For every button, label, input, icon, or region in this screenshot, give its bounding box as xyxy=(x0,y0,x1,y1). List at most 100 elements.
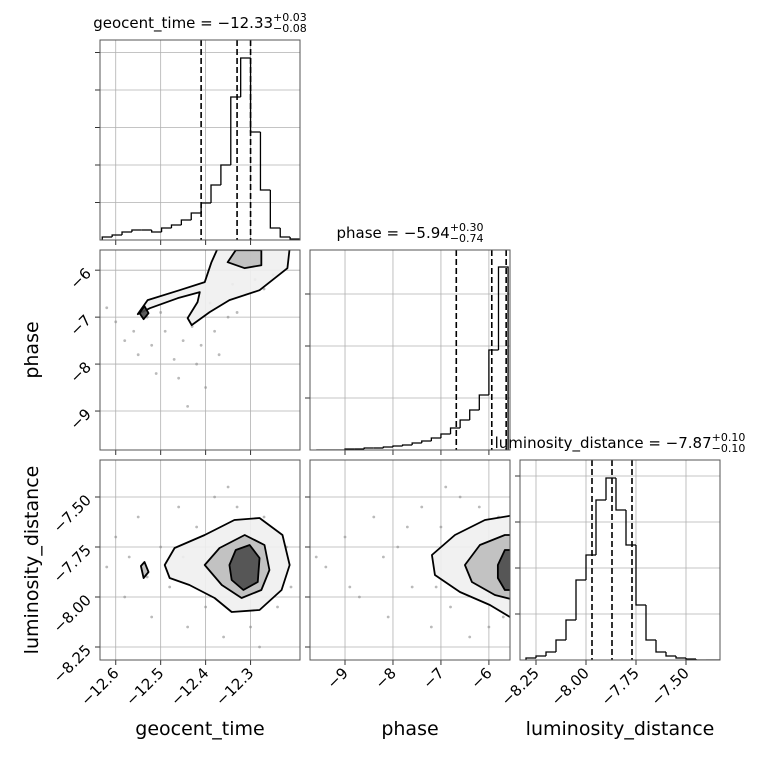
title-text: luminosity_distance = −7.87 xyxy=(495,434,712,453)
sample-point xyxy=(150,615,154,619)
histogram-bin xyxy=(111,234,123,237)
histogram-bin xyxy=(585,554,596,580)
plot-area xyxy=(316,250,509,450)
panel: −9 −8 −7 −6 phase xyxy=(21,249,301,455)
sample-point xyxy=(154,372,158,375)
histogram-bin xyxy=(497,266,509,450)
histogram-bin xyxy=(459,419,470,428)
panel: −9 −8 −7 −6 phase xyxy=(305,459,511,740)
histogram-bin xyxy=(220,164,231,185)
sample-point xyxy=(381,555,385,559)
title-lower: −0.08 xyxy=(273,22,307,35)
sample-point xyxy=(213,495,217,499)
sample-point xyxy=(324,565,328,569)
y-tick-label: −8.25 xyxy=(50,641,95,686)
histogram-bin xyxy=(565,619,576,640)
sample-point xyxy=(204,386,208,389)
histogram-bin xyxy=(665,652,676,657)
sample-point xyxy=(150,343,154,347)
contour xyxy=(226,250,263,270)
histogram-bin xyxy=(170,224,182,228)
sample-point xyxy=(145,575,149,579)
histogram-bin xyxy=(249,58,261,133)
sample-point xyxy=(249,625,252,629)
histogram-bin xyxy=(382,446,393,448)
histogram-bin xyxy=(279,228,291,238)
panel-frame xyxy=(99,39,301,241)
sample-point xyxy=(195,362,199,366)
histogram-bin xyxy=(430,437,441,441)
histogram-bin xyxy=(449,427,461,434)
title-lower: −0.74 xyxy=(450,232,484,245)
sample-point xyxy=(222,635,225,639)
histogram-bin xyxy=(595,499,606,555)
histogram-bin xyxy=(151,230,162,233)
sample-point xyxy=(226,485,230,489)
sample-point xyxy=(177,505,181,509)
sample-point xyxy=(186,404,190,408)
sample-point xyxy=(199,343,203,347)
x-tick-label: −7.75 xyxy=(598,664,643,709)
sample-point xyxy=(168,585,172,589)
sample-point xyxy=(276,605,279,609)
sample-point xyxy=(105,306,109,310)
sample-point xyxy=(136,353,140,357)
sample-point xyxy=(386,615,390,619)
contour xyxy=(464,534,510,600)
panel-frame xyxy=(519,459,721,661)
x-tick-label: −6 xyxy=(467,664,495,692)
histogram-bin xyxy=(488,349,499,395)
sample-point xyxy=(136,515,140,519)
sample-point xyxy=(186,625,190,629)
histogram-bin xyxy=(555,639,566,652)
panel-title: phase = −5.94+0.30 −0.74 xyxy=(336,221,483,245)
histogram-bin xyxy=(259,132,271,191)
y-tick-label: −8 xyxy=(66,358,94,386)
sample-point xyxy=(159,545,163,549)
title-text: phase = −5.94 xyxy=(336,224,449,242)
y-tick-label: −7.50 xyxy=(50,491,95,536)
x-tick-label: −7.50 xyxy=(648,664,693,709)
title-upper: +0.03 xyxy=(273,11,307,24)
sample-point xyxy=(449,605,452,609)
histogram-bin xyxy=(363,447,374,449)
sample-point xyxy=(235,505,239,509)
x-tick-label: −12.5 xyxy=(122,664,167,709)
histogram-bin xyxy=(180,219,192,225)
sample-point xyxy=(372,515,376,519)
histogram-bin xyxy=(101,236,113,240)
sample-point xyxy=(487,625,491,629)
sample-point xyxy=(439,525,443,529)
sample-point xyxy=(358,595,361,599)
histogram-bin xyxy=(695,659,706,660)
sample-point xyxy=(114,320,118,324)
plot-area xyxy=(105,485,293,649)
sample-point xyxy=(434,585,438,589)
x-tick-label: −7 xyxy=(419,664,447,692)
y-axis-label: phase xyxy=(21,321,43,378)
histogram-bin xyxy=(615,478,626,511)
x-axis-label: phase xyxy=(381,718,438,740)
sample-point xyxy=(262,515,266,519)
sample-point xyxy=(289,585,293,589)
plot-area xyxy=(105,250,291,408)
sample-point xyxy=(195,525,199,529)
histogram-bin xyxy=(230,96,241,165)
histogram-bin xyxy=(655,640,666,653)
x-axis-label: luminosity_distance xyxy=(526,718,715,740)
sample-point xyxy=(123,339,127,343)
histogram-bin xyxy=(469,409,480,420)
x-tick-label: −9 xyxy=(323,664,351,692)
x-tick-label: −12.6 xyxy=(77,664,122,709)
contour xyxy=(228,544,261,591)
panel: −12.6 −12.5 −12.4 −12.3 −8.25 −8.00 −7.75 −7.50… xyxy=(21,459,301,740)
sample-point xyxy=(396,545,400,549)
histogram-bin xyxy=(575,579,586,620)
title-upper: +0.10 xyxy=(712,431,746,444)
y-tick-label: −9 xyxy=(66,405,94,433)
x-tick-label: −8.00 xyxy=(548,664,593,709)
panel-title: geocent_time = −12.33+0.03 −0.08 xyxy=(93,11,307,35)
histogram-bin xyxy=(210,184,221,203)
